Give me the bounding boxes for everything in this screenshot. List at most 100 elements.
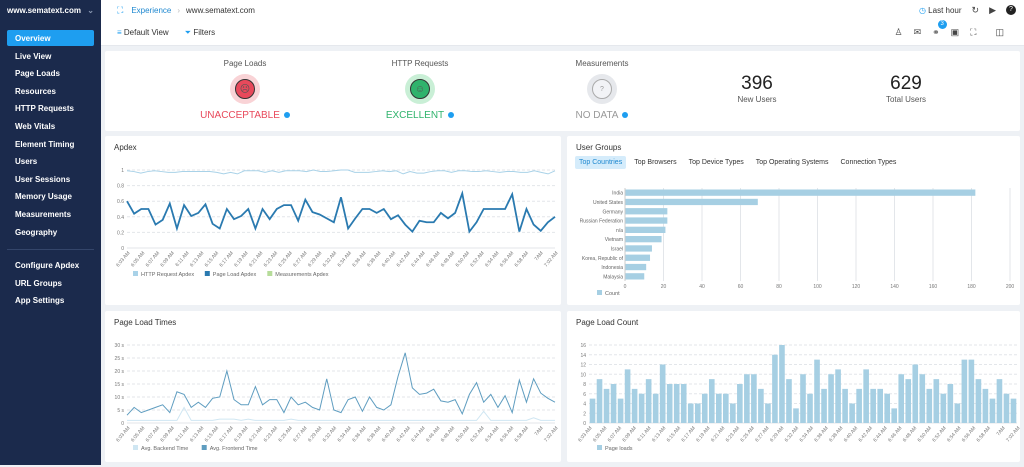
sidebar-item-element-timing[interactable]: Element Timing [15, 139, 75, 149]
http-requests-stat: HTTP Requests ☺ EXCELLENT [380, 59, 460, 121]
time-range-picker[interactable]: ◷ Last hour [919, 6, 962, 15]
bar [652, 393, 659, 423]
sidebar-item-user-sessions[interactable]: User Sessions [15, 174, 71, 184]
sidebar-item-web-vitals[interactable]: Web Vitals [15, 122, 56, 131]
legend-swatch [597, 290, 602, 295]
y-tick-label: 10 s [115, 395, 125, 401]
x-tick-label: 6:23 AM [263, 250, 279, 268]
y-category-label: Israel [611, 246, 623, 252]
help-icon[interactable]: ? [1006, 5, 1016, 15]
view-label: Default View [123, 28, 169, 37]
x-tick-label: 6:48 AM [902, 425, 918, 443]
stat-value: 629 [890, 73, 922, 94]
series-line-avg-frontend-time [126, 352, 556, 416]
bar [828, 374, 834, 423]
filters-button[interactable]: ⏷ Filters [185, 28, 215, 38]
x-tick-label: 6:54 AM [484, 425, 500, 443]
x-tick-label: 7:02 AM [543, 250, 559, 268]
fullscreen-icon[interactable]: ⛶ [970, 27, 977, 37]
x-tick-label: 6:11 AM [636, 425, 652, 443]
stat-status: EXCELLENT [385, 110, 445, 121]
stat-label: HTTP Requests [391, 59, 449, 68]
notification-badge: 3 [937, 20, 947, 29]
chevron-down-icon: ⌄ [87, 6, 94, 15]
x-tick-label: 6:13 AM [189, 425, 205, 443]
sidebar-item-users[interactable]: Users [15, 157, 38, 167]
bar [940, 393, 947, 423]
tab-top-operating-systems[interactable]: Top Operating Systems [755, 159, 829, 166]
happy-face-icon: ☺ [405, 74, 435, 104]
x-tick-label: 6:58 AM [514, 425, 530, 443]
tab-top-countries[interactable]: Top Countries [575, 156, 627, 169]
link-icon[interactable]: ⚭ 3 [932, 20, 947, 38]
bar [996, 379, 1003, 423]
x-tick-label: 6:09 AM [159, 425, 175, 443]
report-icon[interactable]: ▣ [950, 27, 960, 37]
y-tick-label: 0 [121, 246, 124, 252]
info-icon[interactable] [622, 112, 629, 119]
sidebar-item-overview[interactable]: Overview [7, 30, 94, 46]
sidebar-item-resources[interactable]: Resources [15, 86, 56, 96]
y-tick-label: 0 [583, 421, 586, 427]
x-tick-label: 6:46 AM [887, 425, 903, 443]
bar-vietnam [625, 236, 662, 243]
x-tick-label: 6:03 AM [115, 250, 131, 268]
tab-connection-types[interactable]: Connection Types [840, 159, 897, 166]
sidebar-item-measurements[interactable]: Measurements [15, 210, 72, 219]
measurements-stat: Measurements ? NO DATA [562, 59, 642, 121]
bar-united-states [625, 198, 758, 206]
x-tick-label: 6:05 AM [130, 425, 146, 443]
bar [659, 364, 666, 423]
sidebar-item-memory-usage[interactable]: Memory Usage [15, 192, 72, 202]
site-selector[interactable]: www.sematext.com ⌄ [0, 0, 101, 21]
tab-top-device-types[interactable]: Top Device Types [688, 159, 744, 166]
sidebar-item-url-groups[interactable]: URL Groups [15, 278, 62, 288]
x-tick-label: 6:50 AM [455, 250, 471, 268]
bar [898, 374, 905, 423]
x-tick-label: 7AM [534, 250, 545, 262]
bar [701, 393, 708, 423]
breadcrumb-app[interactable]: Experience [131, 5, 172, 15]
x-tick-label: 6:27 AM [292, 250, 308, 268]
bar [744, 374, 750, 423]
sidebar-item-http-requests[interactable]: HTTP Requests [15, 104, 74, 114]
sidebar-item-page-loads[interactable]: Page Loads [15, 69, 60, 79]
layout-icon[interactable]: ◫ [995, 27, 1004, 37]
x-tick-label: 6:44 AM [872, 425, 888, 443]
x-tick-label: 6:34 AM [337, 250, 353, 268]
experience-icon: ⛶ [117, 4, 124, 15]
x-tick-label: 6:17 AM [680, 425, 696, 443]
bar [919, 374, 926, 423]
x-tick-label: 7:02 AM [543, 425, 559, 443]
info-icon[interactable] [448, 112, 455, 119]
x-tick-label: 6:07 AM [145, 250, 161, 268]
y-tick-label: 1 [121, 168, 124, 174]
x-tick-label: 6:03 AM [115, 425, 131, 443]
bar [680, 384, 687, 423]
x-tick-label: 6:40 AM [381, 425, 397, 443]
info-icon[interactable] [283, 112, 290, 119]
play-icon[interactable]: ▶ [989, 4, 996, 15]
tab-top-browsers[interactable]: Top Browsers [634, 159, 677, 166]
y-tick-label: 8 [583, 382, 586, 388]
bar [842, 388, 848, 423]
alert-icon[interactable]: ♙ [894, 27, 903, 37]
bar-korea-republic-of [625, 254, 651, 261]
x-tick-label: 6:36 AM [351, 250, 367, 268]
legend-label: Count [605, 291, 620, 297]
sidebar-item-configure-apdex[interactable]: Configure Apdex [15, 261, 80, 270]
mail-icon[interactable]: ✉ [913, 27, 922, 37]
x-tick-label: 6:50 AM [455, 425, 471, 443]
default-view-button[interactable]: ≡ Default View [117, 28, 169, 37]
refresh-icon[interactable]: ↻ [971, 4, 980, 15]
breadcrumb-separator: › [177, 5, 181, 15]
bar [954, 403, 961, 423]
y-tick-label: 14 [580, 353, 586, 359]
x-tick-label: 6:15 AM [666, 425, 682, 443]
x-tick-label: 6:40 AM [381, 250, 397, 268]
x-tick-label: 6:05 AM [130, 250, 146, 268]
sidebar-item-app-settings[interactable]: App Settings [15, 296, 65, 305]
sidebar-item-geography[interactable]: Geography [15, 227, 58, 237]
x-tick-label: 6:19 AM [233, 250, 249, 268]
sidebar-item-live-view[interactable]: Live View [15, 51, 52, 61]
